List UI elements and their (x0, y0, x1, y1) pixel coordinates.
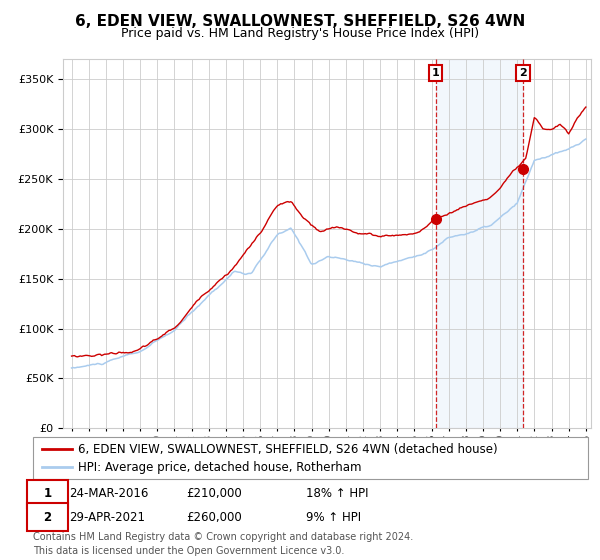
Bar (436, 59, 523, 428)
Text: Contains HM Land Registry data © Crown copyright and database right 2024.
This d: Contains HM Land Registry data © Crown c… (33, 533, 413, 556)
Text: 29-APR-2021: 29-APR-2021 (69, 511, 145, 524)
Text: 6, EDEN VIEW, SWALLOWNEST, SHEFFIELD, S26 4WN (detached house): 6, EDEN VIEW, SWALLOWNEST, SHEFFIELD, S2… (78, 443, 497, 456)
Text: HPI: Average price, detached house, Rotherham: HPI: Average price, detached house, Roth… (78, 460, 361, 474)
Text: 1: 1 (431, 68, 439, 78)
Text: 1: 1 (43, 487, 52, 501)
Text: 9% ↑ HPI: 9% ↑ HPI (306, 511, 361, 524)
Text: 24-MAR-2016: 24-MAR-2016 (69, 487, 148, 501)
Text: £210,000: £210,000 (186, 487, 242, 501)
Text: 2: 2 (43, 511, 52, 524)
Text: Price paid vs. HM Land Registry's House Price Index (HPI): Price paid vs. HM Land Registry's House … (121, 27, 479, 40)
Text: 2: 2 (519, 68, 527, 78)
Text: 6, EDEN VIEW, SWALLOWNEST, SHEFFIELD, S26 4WN: 6, EDEN VIEW, SWALLOWNEST, SHEFFIELD, S2… (75, 14, 525, 29)
Text: £260,000: £260,000 (186, 511, 242, 524)
Text: 18% ↑ HPI: 18% ↑ HPI (306, 487, 368, 501)
